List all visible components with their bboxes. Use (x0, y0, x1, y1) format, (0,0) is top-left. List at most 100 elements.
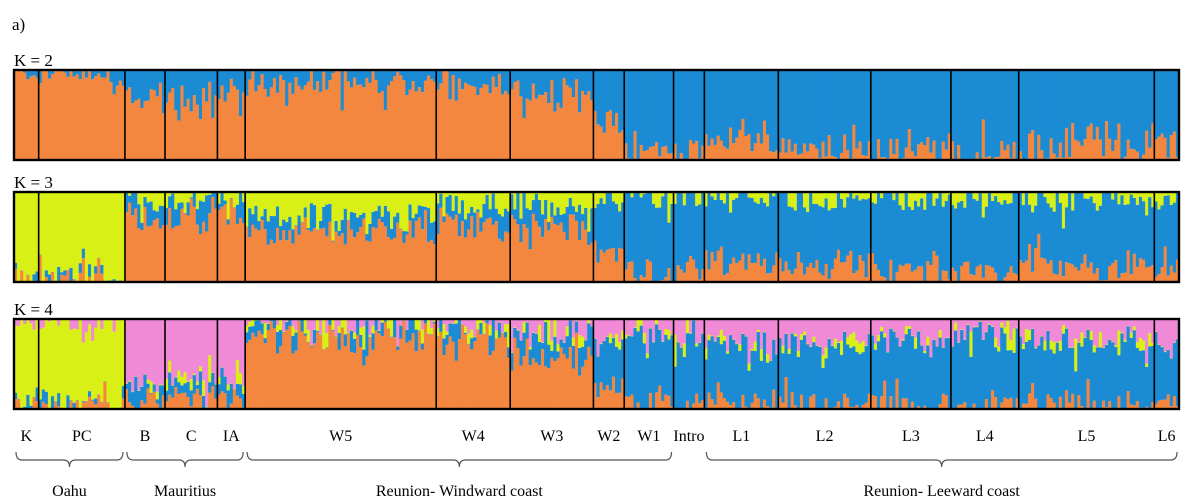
admixture-bar (602, 252, 607, 282)
admixture-bar (655, 192, 659, 208)
admixture-bar (78, 319, 83, 409)
admixture-bar (32, 70, 36, 76)
admixture-bar (1092, 139, 1097, 160)
admixture-bar (729, 335, 733, 405)
admixture-bar (340, 327, 345, 409)
admixture-bar (1120, 332, 1124, 334)
admixture-bar (815, 70, 819, 149)
admixture-bar (519, 192, 523, 219)
admixture-bar (63, 70, 67, 73)
admixture-bar (26, 192, 30, 275)
admixture-bar (892, 70, 896, 155)
admixture-bar (901, 339, 906, 341)
admixture-bar (843, 331, 847, 394)
admixture-bar (880, 331, 884, 397)
admixture-bar (75, 319, 80, 330)
admixture-bar (1108, 138, 1112, 160)
admixture-bar (858, 192, 862, 201)
admixture-bar (128, 70, 132, 88)
admixture-bar (402, 231, 406, 243)
admixture-bar (917, 70, 921, 145)
admixture-bar (383, 321, 388, 409)
admixture-bar (408, 70, 412, 90)
admixture-bar (1123, 319, 1127, 340)
admixture-bar (605, 70, 610, 113)
admixture-bar (513, 337, 517, 409)
admixture-bar (1027, 329, 1032, 341)
admixture-bar (858, 343, 862, 355)
admixture-bar (722, 398, 727, 409)
admixture-bar (738, 70, 742, 130)
admixture-bar (121, 85, 126, 160)
admixture-bar (839, 354, 844, 409)
admixture-bar (753, 143, 758, 160)
admixture-bar (676, 192, 681, 265)
admixture-bar (1071, 264, 1075, 282)
admixture-bar (279, 346, 283, 409)
admixture-bar (482, 70, 486, 85)
admixture-bar (935, 319, 939, 346)
admixture-bar (214, 70, 218, 96)
admixture-bar (667, 319, 671, 330)
admixture-bar (904, 192, 909, 264)
admixture-bar (1157, 400, 1161, 409)
group-label: Reunion- Windward coast (376, 483, 544, 500)
admixture-bar (562, 342, 567, 355)
admixture-bar (978, 70, 983, 160)
admixture-bar (923, 350, 927, 354)
admixture-bar (537, 70, 542, 95)
admixture-bar (343, 70, 348, 160)
admixture-bar (756, 203, 761, 254)
admixture-bar (1018, 151, 1023, 160)
admixture-bar (812, 394, 816, 409)
admixture-bar (479, 70, 483, 88)
admixture-bar (766, 206, 770, 274)
admixture-bar (534, 70, 539, 99)
admixture-bar (454, 70, 459, 101)
admixture-bar (510, 370, 514, 409)
admixture-bar (1148, 333, 1152, 347)
admixture-bar (1052, 319, 1057, 343)
admixture-bar (957, 202, 961, 282)
admixture-bar (750, 70, 755, 152)
admixture-bar (981, 217, 986, 278)
admixture-bar (944, 149, 949, 160)
admixture-bar (602, 203, 607, 253)
admixture-bar (827, 339, 832, 409)
admixture-bar (1080, 332, 1084, 347)
admixture-bar (220, 367, 224, 392)
admixture-bar (396, 71, 400, 160)
admixture-bar (285, 105, 289, 160)
admixture-bar (981, 277, 986, 282)
admixture-bar (1111, 341, 1115, 343)
admixture-bar (248, 319, 252, 322)
admixture-bar (673, 192, 678, 204)
admixture-bar (390, 319, 394, 337)
admixture-bar (325, 319, 329, 334)
admixture-bar (383, 70, 388, 111)
admixture-bar (269, 87, 274, 160)
admixture-bar (291, 70, 295, 94)
admixture-bar (827, 135, 832, 160)
admixture-bar (852, 192, 856, 199)
admixture-bar (787, 348, 792, 354)
admixture-bar (208, 213, 212, 282)
admixture-bar (824, 156, 829, 160)
admixture-bar (1117, 278, 1121, 282)
admixture-bar (621, 192, 625, 203)
admixture-bar (100, 70, 104, 78)
admixture-bar (47, 321, 52, 409)
admixture-bar (1108, 265, 1112, 282)
admixture-bar (645, 149, 650, 160)
admixture-bar (907, 319, 912, 326)
admixture-bar (578, 375, 582, 409)
admixture-bar (889, 328, 893, 329)
admixture-bar (1172, 192, 1177, 203)
admixture-bar (399, 75, 403, 160)
admixture-bar (852, 332, 856, 347)
admixture-bar (232, 208, 237, 282)
admixture-bar (821, 141, 825, 160)
admixture-bar (910, 271, 915, 282)
admixture-bar (408, 220, 412, 282)
admixture-bar (821, 319, 825, 356)
